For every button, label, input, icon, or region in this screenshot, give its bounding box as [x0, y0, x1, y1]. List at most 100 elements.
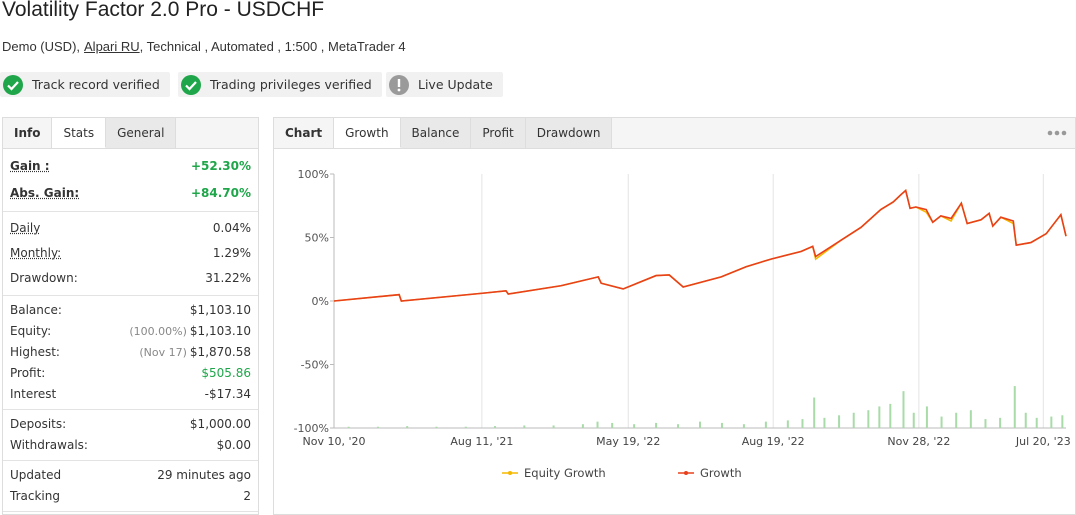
stats-list: Gain : +52.30% Abs. Gain: +84.70% Daily 0.04%…: [3, 149, 258, 512]
tab: Info: [3, 118, 53, 148]
stat-value-wrap: 2: [243, 486, 251, 507]
stat-label: Monthly:: [10, 246, 62, 260]
stat-row: Tracking 2: [3, 486, 258, 507]
stat-label: Interest: [10, 387, 57, 401]
badge-text: Trading privileges verified: [210, 77, 372, 92]
bar: [786, 420, 789, 428]
bar: [699, 421, 701, 428]
bar: [999, 417, 1002, 428]
stat-value-wrap: $0.00: [217, 435, 251, 456]
stat-value-wrap: $1,000.00: [190, 414, 251, 435]
bar: [852, 412, 855, 428]
bar: [552, 425, 555, 428]
info-icon: [389, 74, 409, 95]
stat-row: Monthly: 1.29%: [3, 241, 258, 266]
bar: [955, 412, 958, 428]
bar: [376, 426, 379, 428]
legend-marker: [508, 471, 512, 475]
stat-row: Profit: $505.86: [3, 363, 258, 384]
stat-label: Tracking: [10, 489, 60, 503]
stat-row: Gain : +52.30%: [3, 153, 258, 180]
stat-row: Withdrawals: $0.00: [3, 435, 258, 456]
tab[interactable]: Drawdown: [525, 118, 613, 148]
stat-note: (100.00%): [129, 325, 187, 338]
stat-label: Withdrawals:: [10, 438, 88, 452]
bar: [902, 391, 905, 428]
stat-value: +52.30%: [190, 159, 251, 173]
y-tick-label: 50%: [305, 232, 329, 245]
tab-bar: Info Stats General: [3, 118, 258, 149]
tab[interactable]: Stats: [52, 118, 107, 148]
stat-value: $505.86: [201, 366, 251, 380]
stat-value-wrap: 29 minutes ago: [157, 465, 251, 486]
stat-label: Updated: [10, 468, 62, 482]
badge-text: Track record verified: [32, 77, 160, 92]
badge: Track record verified: [0, 72, 170, 97]
subtitle-text: Demo (USD),: [2, 39, 81, 54]
stat-group: Deposits: $1,000.00 Withdrawals: $0.00: [3, 410, 258, 461]
stat-row: Updated 29 minutes ago: [3, 465, 258, 486]
bar: [655, 422, 658, 428]
bar: [633, 424, 636, 428]
broker-link[interactable]: Alpari RU: [84, 39, 140, 54]
line-series: [333, 189, 1067, 302]
bar: [677, 424, 680, 428]
stat-value-wrap: (Nov 17) $1,870.58: [139, 342, 251, 363]
stat-value-wrap: $505.86: [201, 363, 251, 384]
x-tick-label: May 19, '22: [596, 435, 660, 448]
bar: [867, 410, 870, 428]
bar: [1035, 417, 1038, 428]
stat-label: Drawdown:: [10, 271, 78, 285]
tab[interactable]: General: [106, 118, 177, 148]
x-tick-label: Nov 28, '22: [887, 435, 950, 448]
stat-value-wrap: +52.30%: [191, 153, 251, 180]
x-tick-label: Nov 10, '20: [303, 435, 366, 448]
bar: [406, 426, 409, 428]
bar: [1061, 415, 1064, 428]
stat-value: $1,103.10: [189, 303, 251, 317]
bar: [464, 426, 467, 428]
stat-value-wrap: 1.29%: [213, 241, 251, 266]
stat-label: Profit:: [10, 366, 46, 380]
stat-label: Gain :: [10, 159, 50, 173]
stats-panel: Info Stats General Gain : +52.30% Abs. Gain:…: [2, 117, 259, 515]
stat-value: +84.70%: [190, 186, 251, 200]
stat-value-wrap: +84.70%: [191, 180, 251, 207]
bar: [611, 422, 614, 428]
bar: [801, 419, 804, 428]
stat-row: Abs. Gain: +84.70%: [3, 180, 258, 207]
badge-text: Live Update: [418, 77, 493, 92]
bar: [925, 406, 928, 428]
tab: Chart: [274, 118, 335, 148]
stat-label: Equity:: [10, 324, 52, 338]
stat-value-wrap: -$17.34: [205, 384, 251, 405]
tab[interactable]: Growth: [334, 118, 401, 148]
tab[interactable]: Balance: [400, 118, 472, 148]
stat-value-wrap: (100.00%) $1,103.10: [129, 321, 251, 342]
bar: [813, 397, 816, 428]
check-icon: [3, 74, 23, 95]
stat-value: $1,103.10: [189, 324, 251, 338]
chart: Nov 10, '20 Aug 11, '21 May 19, '22 Aug 19,…: [294, 168, 1071, 480]
badge: Live Update: [386, 72, 503, 97]
stat-row: Equity: (100.00%) $1,103.10: [3, 321, 258, 342]
subtitle-text: , Technical , Automated , 1:500 , MetaTr…: [139, 39, 406, 54]
bar: [838, 415, 841, 428]
stat-note: (Nov 17): [139, 346, 187, 359]
tab[interactable]: Profit: [471, 118, 526, 148]
menu-icon[interactable]: [1047, 129, 1067, 137]
stat-value: $0.00: [216, 438, 251, 452]
y-tick-label: 0%: [312, 295, 329, 308]
bar: [940, 416, 943, 428]
stat-label: Daily: [10, 221, 41, 235]
legend-marker: [684, 471, 688, 475]
title: Volatility Factor 2.0 Pro - USDCHF: [2, 0, 325, 21]
legend-label: Growth: [700, 466, 742, 480]
stat-label: Highest:: [10, 345, 60, 359]
stat-value: 31.22%: [205, 271, 251, 285]
check-icon: [181, 74, 201, 95]
bar: [523, 425, 526, 428]
stat-group: Daily 0.04% Monthly: 1.29% Drawdown: 31.22%: [3, 212, 258, 296]
stat-value: 1.29%: [212, 246, 251, 260]
